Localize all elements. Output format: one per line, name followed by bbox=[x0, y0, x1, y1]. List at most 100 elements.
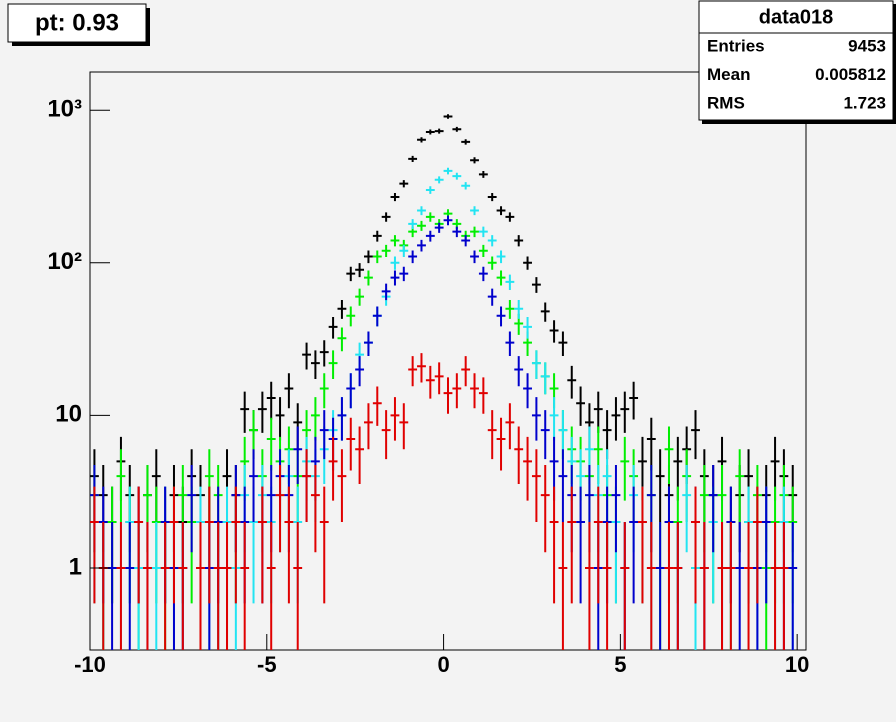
data-point bbox=[169, 486, 179, 604]
data-point bbox=[523, 436, 532, 501]
data-point bbox=[478, 171, 488, 178]
data-point bbox=[505, 274, 515, 290]
data-point bbox=[461, 356, 471, 387]
data-point bbox=[160, 522, 170, 650]
data-point bbox=[505, 331, 515, 356]
data-point bbox=[213, 522, 223, 650]
data-point bbox=[319, 373, 329, 409]
data-point bbox=[549, 486, 559, 604]
data-point bbox=[443, 215, 453, 226]
data-point bbox=[567, 365, 577, 399]
data-point bbox=[487, 235, 497, 247]
chart-title: pt: 0.93 bbox=[35, 9, 119, 36]
data-point bbox=[461, 182, 471, 190]
data-point bbox=[549, 397, 559, 441]
data-point bbox=[346, 373, 356, 409]
data-point bbox=[452, 226, 462, 238]
data-point bbox=[761, 486, 771, 604]
data-point bbox=[478, 377, 488, 414]
data-point bbox=[337, 327, 347, 352]
data-point bbox=[593, 391, 603, 433]
stat-value: 9453 bbox=[848, 36, 886, 55]
data-point bbox=[328, 316, 338, 339]
data-point bbox=[717, 522, 727, 650]
data-point bbox=[576, 386, 586, 426]
data-point bbox=[275, 397, 285, 441]
data-point bbox=[735, 522, 745, 650]
data-point bbox=[505, 212, 515, 222]
data-point bbox=[523, 373, 532, 409]
data-point bbox=[302, 342, 311, 370]
data-point bbox=[355, 426, 365, 485]
plot-frame bbox=[89, 71, 807, 651]
data-point bbox=[381, 212, 391, 222]
data-point bbox=[364, 331, 373, 356]
data-point bbox=[204, 486, 214, 604]
data-point bbox=[558, 331, 568, 356]
data-point bbox=[319, 340, 329, 367]
stats-box bbox=[698, 0, 894, 121]
stats-title: data018 bbox=[759, 6, 834, 28]
data-point bbox=[443, 167, 453, 175]
data-point bbox=[664, 522, 674, 650]
data-point bbox=[151, 522, 161, 650]
data-point bbox=[337, 299, 347, 319]
data-point bbox=[655, 522, 665, 650]
data-point bbox=[116, 449, 126, 523]
data-point bbox=[540, 464, 550, 553]
data-point bbox=[629, 486, 639, 604]
data-point bbox=[620, 522, 630, 650]
data-point bbox=[257, 486, 267, 604]
data-point bbox=[293, 522, 303, 650]
data-point bbox=[337, 449, 347, 523]
data-point bbox=[452, 172, 462, 180]
data-point bbox=[549, 320, 559, 343]
data-point bbox=[381, 283, 391, 301]
data-point bbox=[196, 522, 205, 650]
data-point bbox=[328, 350, 338, 380]
data-point bbox=[408, 250, 418, 264]
data-point bbox=[478, 226, 488, 238]
data-point bbox=[735, 449, 745, 523]
data-point bbox=[231, 486, 241, 604]
data-point bbox=[266, 417, 276, 471]
x-tick-label: 10 bbox=[785, 652, 809, 677]
data-point bbox=[487, 256, 497, 270]
data-point bbox=[178, 522, 188, 650]
data-point bbox=[531, 350, 541, 380]
data-point bbox=[470, 157, 479, 164]
data-point bbox=[266, 381, 276, 420]
data-point bbox=[240, 522, 250, 650]
data-point bbox=[558, 522, 568, 650]
data-point bbox=[355, 263, 365, 278]
data-point bbox=[364, 270, 373, 286]
data-point bbox=[381, 244, 391, 258]
data-point bbox=[266, 522, 276, 650]
data-point bbox=[434, 362, 444, 395]
data-point bbox=[611, 464, 621, 553]
data-point bbox=[478, 244, 488, 258]
data-point bbox=[408, 155, 418, 162]
data-point bbox=[470, 206, 479, 216]
data-point bbox=[478, 266, 488, 282]
data-point bbox=[470, 250, 479, 264]
data-point bbox=[726, 522, 736, 650]
data-point bbox=[390, 256, 400, 270]
data-point bbox=[90, 486, 99, 604]
data-point bbox=[514, 299, 524, 319]
data-point bbox=[417, 353, 426, 383]
data-point bbox=[399, 266, 409, 282]
data-point bbox=[257, 391, 267, 433]
data-point bbox=[770, 522, 780, 650]
data-point bbox=[788, 522, 798, 650]
stats-rows: Entries 9453 Mean 0.005812 RMS 1.723 bbox=[707, 36, 886, 112]
y-tick-label: 1 bbox=[69, 553, 82, 580]
stat-label: Entries bbox=[707, 36, 765, 55]
data-point bbox=[390, 270, 400, 286]
data-point bbox=[372, 306, 382, 327]
data-point bbox=[143, 522, 152, 650]
data-point bbox=[417, 206, 426, 216]
data-point bbox=[346, 306, 356, 327]
data-point bbox=[682, 464, 692, 553]
data-point bbox=[691, 410, 700, 460]
